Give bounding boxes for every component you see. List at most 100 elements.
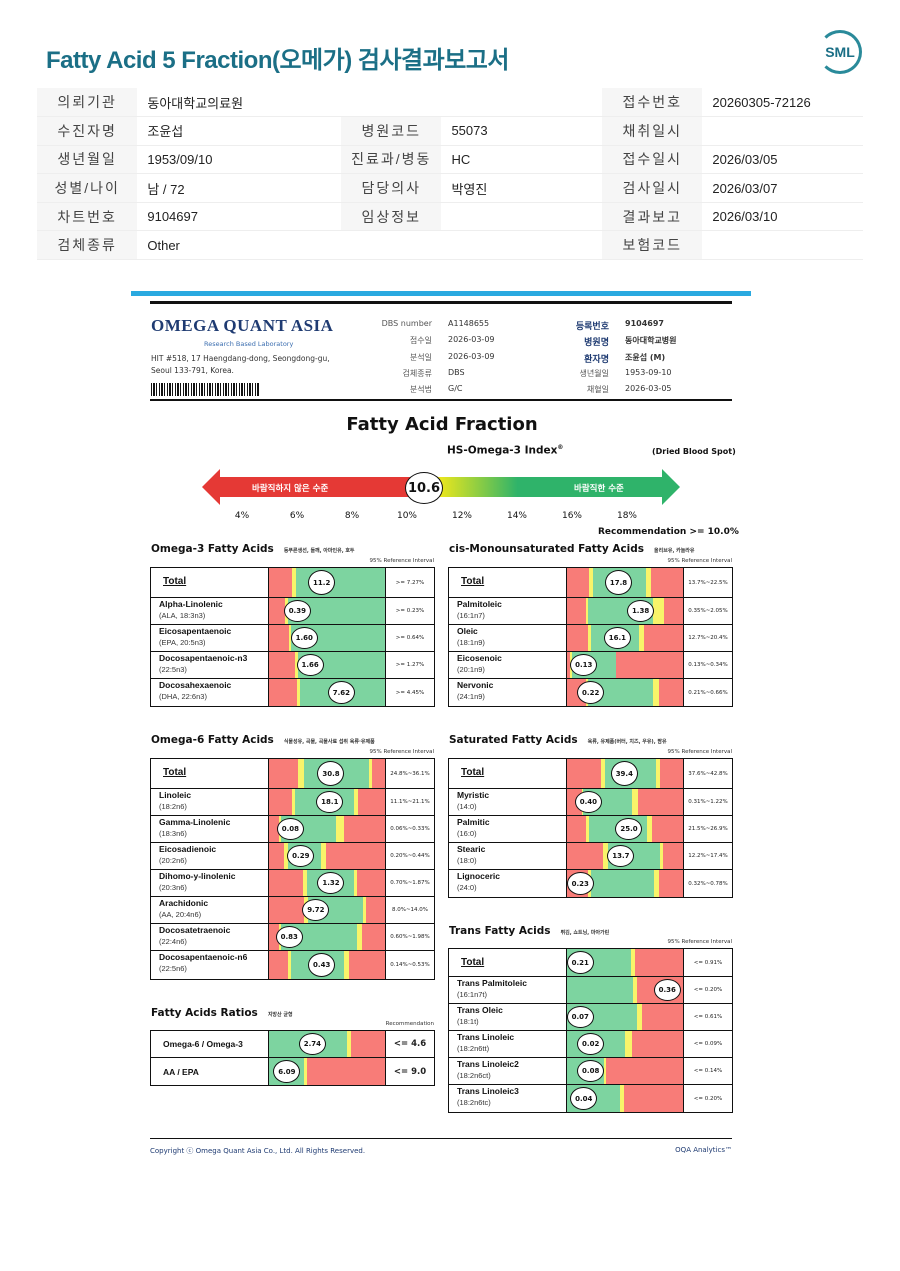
low-level-label: 바람직하지 않은 수준	[252, 484, 329, 494]
section-title: Omega-3 Fatty Acids	[151, 543, 274, 555]
gauge-zone	[650, 568, 683, 597]
gauge-zone	[361, 924, 385, 950]
result-gauge: 0.13	[567, 652, 684, 678]
gauge-zone	[643, 625, 683, 651]
acid-name-cell: Trans Linoleic (18:2n6tt)	[449, 1031, 567, 1057]
reference-header: 95% Reference Interval	[667, 939, 732, 945]
result-gauge: 0.08	[269, 816, 386, 842]
meta-label: 등록번호	[575, 322, 609, 332]
info-value	[441, 202, 603, 232]
table-row: Stearic (18:0) 13.7 12.2%~17.4%	[449, 843, 732, 870]
info-value: 2026/03/07	[702, 173, 863, 203]
acid-name-cell: Eicosenoic (20:1n9)	[449, 652, 567, 678]
result-value-marker: 0.13	[570, 654, 598, 676]
table-row: Total 0.21 <= 0.91%	[449, 949, 732, 977]
empty-cell	[341, 230, 442, 261]
gauge-zone	[606, 1058, 683, 1084]
acid-name-cell: Total	[151, 759, 269, 788]
reference-interval: 24.8%~36.1%	[390, 770, 430, 777]
result-value-marker: 7.62	[327, 681, 355, 704]
gauge-zone	[292, 568, 296, 597]
acid-name: Nervonic	[457, 680, 494, 690]
info-label: 임상정보	[341, 202, 442, 232]
table-row: Docosahexaenoic (DHA, 22:6n3) 7.62 >= 4.45%	[151, 679, 434, 706]
reference-interval: 37.6%~42.8%	[688, 770, 728, 777]
gauge-zone	[321, 843, 326, 869]
acid-name: Docosahexaenoic	[159, 680, 232, 690]
section-table-mono: Total 17.8 13.7%~22.5% Palmitoleic (16:1n7) 1…	[448, 567, 733, 707]
result-value-marker: 39.4	[610, 761, 638, 786]
table-row: Total 11.2 >= 7.27%	[151, 568, 434, 598]
acid-name-cell: Docosatetraenoic (22:4n6)	[151, 924, 269, 950]
gauge-zone	[366, 897, 385, 923]
gauge-zone	[642, 1004, 683, 1030]
info-row: 차트번호 9104697 임상정보 결과보고 2026/03/10	[37, 202, 863, 232]
empty-cell	[441, 230, 603, 261]
reference-interval: <= 0.61%	[693, 1014, 723, 1020]
acid-name: Dihomo-y-linolenic	[159, 871, 236, 881]
result-value-marker: 18.1	[316, 791, 344, 813]
divider	[131, 291, 751, 296]
gauge-zone	[353, 870, 358, 896]
result-gauge: 0.07	[567, 1004, 684, 1030]
result-value-marker: 6.09	[273, 1060, 301, 1083]
gauge-zone	[269, 951, 288, 979]
meta-label: 환자명	[584, 354, 609, 365]
lab-address: HIT #518, 17 Haengdang-dong, Seongdong-g…	[151, 354, 330, 363]
result-value-marker: 0.04	[570, 1087, 598, 1110]
result-gauge: 0.08	[567, 1058, 684, 1084]
result-gauge: 25.0	[567, 816, 684, 842]
acid-notation: (22:5n6)	[159, 963, 187, 973]
result-gauge: 0.83	[269, 924, 386, 950]
acid-notation: (18:2n6tt)	[457, 1043, 490, 1053]
tick-label: 6%	[289, 511, 305, 521]
section-table-ratios: Omega-6 / Omega-3 2.74 <= 4.6 AA / EPA 6.09 <…	[150, 1030, 435, 1086]
gauge-zone	[635, 949, 683, 976]
info-label: 차트번호	[37, 202, 138, 232]
gauge-zone	[296, 679, 301, 706]
gauge-zone	[344, 951, 350, 979]
gauge-zone	[269, 897, 304, 923]
gauge-zone	[325, 843, 385, 869]
gauge-zone	[344, 816, 385, 842]
acid-name-cell: Total	[151, 568, 269, 597]
result-value-marker: 0.22	[577, 681, 605, 704]
divider	[150, 399, 732, 401]
reference-interval: 11.1%~21.1%	[390, 799, 430, 805]
reference-interval: 0.70%~1.87%	[390, 880, 430, 886]
reference-header: 95% Reference Interval	[369, 749, 434, 755]
reference-interval: <= 0.20%	[693, 1095, 723, 1102]
meta-value: 9104697	[625, 319, 664, 328]
gauge-zone	[631, 1031, 683, 1057]
acid-name-cell: AA / EPA	[151, 1058, 269, 1085]
section-table-omega3: Total 11.2 >= 7.27% Alpha-Linolenic (ALA, 18…	[150, 567, 435, 707]
info-label: 성별/나이	[37, 173, 138, 203]
info-value	[702, 230, 863, 261]
reference-interval: 0.31%~1.22%	[688, 799, 728, 805]
table-row: Oleic (18:1n9) 16.1 12.7%~20.4%	[449, 625, 732, 652]
table-row: Eicosapentaenoic (EPA, 20:5n3) 1.60 >= 0.64…	[151, 625, 434, 652]
tick-label: 14%	[506, 511, 527, 521]
acid-notation: (18:1t)	[457, 1016, 479, 1026]
reference-interval: <= 0.09%	[693, 1041, 723, 1047]
acid-name: Total	[163, 767, 187, 778]
reference-interval: 12.7%~20.4%	[688, 635, 728, 641]
result-value-marker: 17.8	[605, 570, 633, 595]
gauge-zone	[353, 789, 359, 815]
barcode	[151, 383, 259, 396]
section-subtitle: 등푸른생선, 들깨, 아마인유, 호두	[283, 548, 355, 554]
gauge-zone	[372, 759, 385, 788]
acid-notation: (EPA, 20:5n3)	[159, 637, 206, 647]
acid-notation: (24:1n9)	[457, 691, 485, 701]
acid-name-cell: Palmitic (16:0)	[449, 816, 567, 842]
gauge-zone	[615, 652, 683, 678]
table-row: AA / EPA 6.09 <= 9.0	[151, 1058, 434, 1085]
acid-name: Palmitic	[457, 817, 490, 827]
info-value: 2026/03/05	[702, 145, 863, 175]
acid-name-cell: Stearic (18:0)	[449, 843, 567, 869]
tick-label: 10%	[396, 511, 417, 521]
acid-name: Total	[163, 576, 187, 587]
gauge-zone	[638, 625, 644, 651]
footer-brand: OQA Analytics™	[675, 1146, 732, 1154]
gauge-zone	[587, 625, 592, 651]
